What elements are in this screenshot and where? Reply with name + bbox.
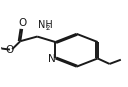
Text: O: O	[5, 45, 13, 55]
Text: 2: 2	[45, 25, 50, 31]
Text: O: O	[19, 18, 27, 28]
Text: N: N	[48, 54, 56, 64]
Text: NH: NH	[38, 20, 53, 30]
